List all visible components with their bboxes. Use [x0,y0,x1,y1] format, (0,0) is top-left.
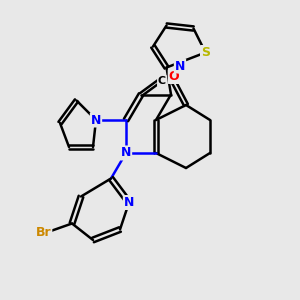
Text: N: N [91,113,101,127]
Text: C: C [158,76,166,86]
Text: Br: Br [36,226,51,239]
Text: N: N [124,196,134,209]
Text: N: N [175,59,185,73]
Text: O: O [169,70,179,83]
Text: N: N [121,146,131,160]
Text: S: S [201,46,210,59]
